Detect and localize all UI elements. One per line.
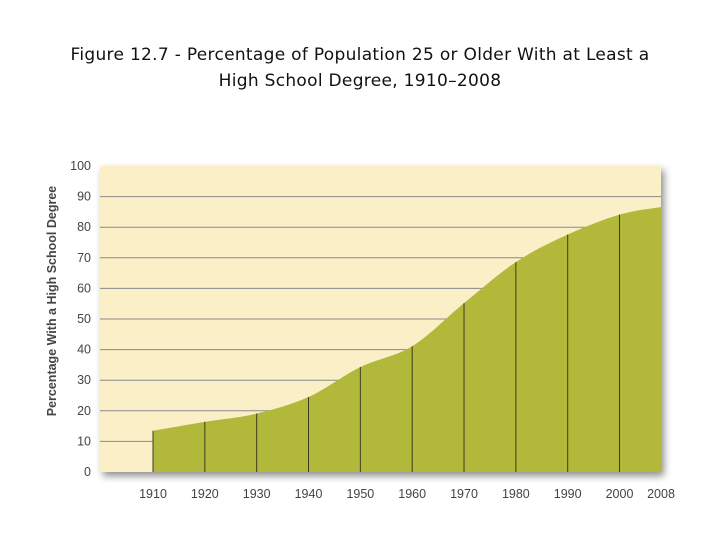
- y-axis-title: Percentage With a High School Degree: [45, 186, 59, 417]
- chart-title-line-2: High School Degree, 1910–2008: [218, 71, 502, 91]
- chart-title-line-1: Figure 12.7 - Percentage of Population 2…: [70, 45, 650, 65]
- y-axis-ticks: 0 10 20 30 40 50 60 70 80 90 100: [70, 159, 91, 479]
- x-tick-label: 1950: [346, 487, 374, 501]
- chart-title: Figure 12.7 - Percentage of Population 2…: [20, 42, 700, 94]
- x-tick-label: 1980: [502, 487, 530, 501]
- y-tick-label: 70: [77, 251, 91, 265]
- x-tick-label: 2008: [647, 487, 675, 501]
- x-tick-label: 1920: [191, 487, 219, 501]
- y-tick-label: 40: [77, 343, 91, 357]
- y-tick-label: 50: [77, 312, 91, 326]
- x-tick-label: 2000: [606, 487, 634, 501]
- y-tick-label: 20: [77, 404, 91, 418]
- y-tick-label: 60: [77, 281, 91, 295]
- y-tick-label: 90: [77, 190, 91, 204]
- x-tick-label: 1940: [295, 487, 323, 501]
- x-tick-label: 1960: [398, 487, 426, 501]
- y-tick-label: 80: [77, 220, 91, 234]
- x-tick-label: 1990: [554, 487, 582, 501]
- data-area: [153, 207, 661, 472]
- x-axis-ticks: 1910 1920 1930 1940 1950 1960 1970 1980 1990 2000…: [139, 487, 675, 501]
- decade-dividers: [152, 214, 621, 472]
- y-tick-label: 30: [77, 373, 91, 387]
- y-tick-label: 0: [84, 465, 91, 479]
- x-tick-label: 1970: [450, 487, 478, 501]
- y-tick-label: 100: [70, 159, 91, 173]
- y-tick-label: 10: [77, 434, 91, 448]
- x-tick-label: 1910: [139, 487, 167, 501]
- x-tick-label: 1930: [243, 487, 271, 501]
